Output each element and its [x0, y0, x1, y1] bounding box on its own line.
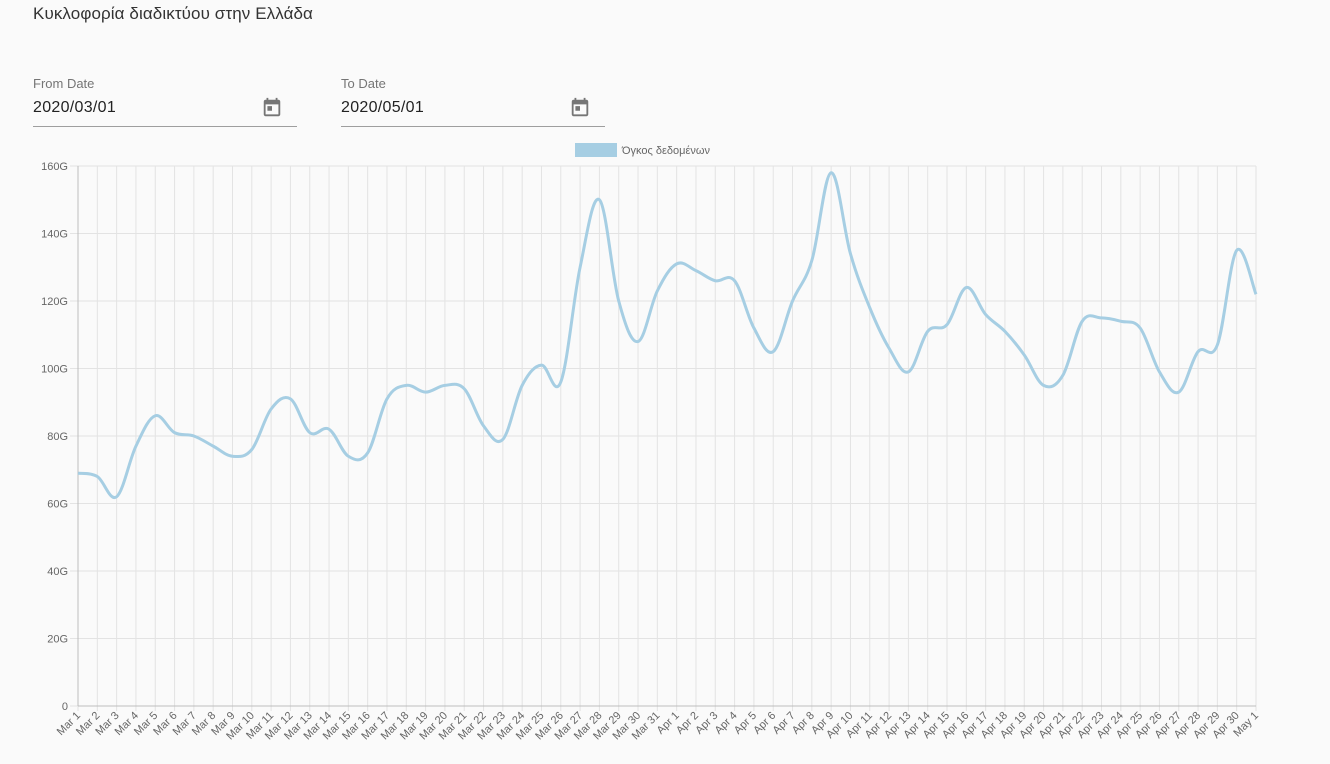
y-tick-label: 140G	[41, 229, 68, 241]
to-date-label: To Date	[341, 76, 386, 91]
calendar-icon[interactable]	[261, 97, 283, 119]
to-date-underline	[341, 126, 605, 127]
from-date-label: From Date	[33, 76, 95, 91]
calendar-icon[interactable]	[569, 97, 591, 119]
from-date-input[interactable]: 2020/03/01	[33, 99, 117, 116]
from-date-field[interactable]: From Date 2020/03/01	[33, 76, 297, 127]
legend-swatch	[575, 143, 617, 157]
y-tick-label: 40G	[47, 566, 68, 578]
y-tick-label: 60G	[47, 499, 68, 511]
series-line	[77, 171, 1258, 500]
to-date-input[interactable]: 2020/05/01	[341, 99, 425, 116]
y-tick-label: 160G	[41, 161, 68, 173]
to-date-field[interactable]: To Date 2020/05/01	[341, 76, 605, 127]
y-tick-label: 100G	[41, 364, 68, 376]
traffic-chart: Mar 1 Mar 2 Mar 3 Mar 4 Mar 5 Mar 6 Mar 7 Mar 8…	[0, 136, 1330, 764]
legend-label: Όγκος δεδομένων	[621, 145, 710, 157]
page-title: Κυκλοφορία διαδικτύου στην Ελλάδα	[33, 4, 313, 23]
y-tick-label: 80G	[47, 431, 68, 443]
y-tick-label: 0	[62, 701, 68, 713]
y-tick-label: 120G	[41, 296, 68, 308]
y-tick-label: 20G	[47, 634, 68, 646]
from-date-underline	[33, 126, 297, 127]
